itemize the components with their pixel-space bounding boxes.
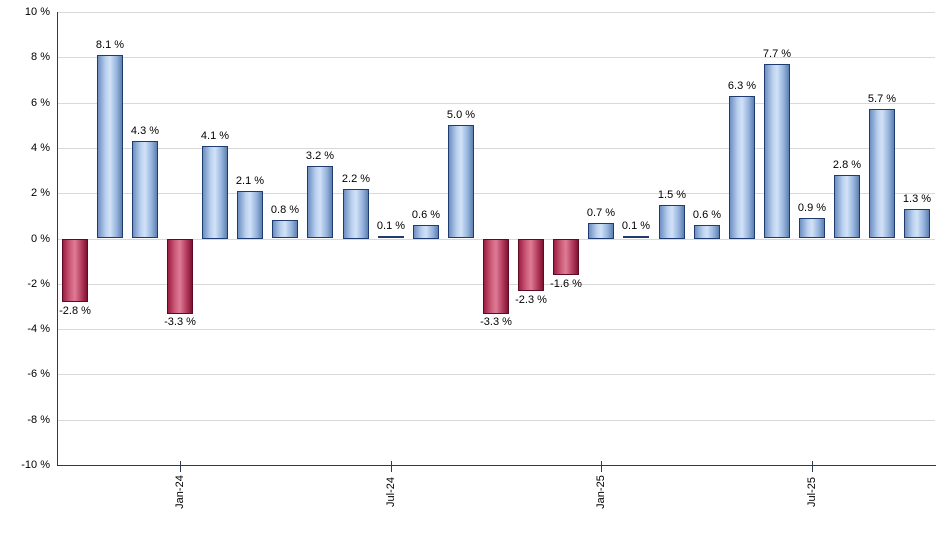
horizontal-gridline — [57, 148, 935, 149]
y-axis-tick-label: -2 % — [27, 278, 50, 290]
positive-return-bar — [694, 225, 720, 239]
bar-value-label: 2.2 % — [341, 173, 371, 185]
bar-value-label: 1.3 % — [902, 193, 932, 205]
y-axis-line — [57, 12, 58, 466]
x-axis-tick-label: Jul-24 — [385, 477, 397, 507]
positive-return-bar — [132, 141, 158, 238]
x-axis-tick — [391, 461, 392, 472]
positive-return-bar — [237, 191, 263, 239]
bar-value-label: 4.3 % — [130, 125, 160, 137]
bar-value-label: -3.3 % — [480, 316, 512, 328]
positive-return-bar — [659, 205, 685, 239]
bar-value-label: 2.8 % — [832, 159, 862, 171]
bar-value-label: 5.0 % — [446, 109, 476, 121]
y-axis-tick-label: 2 % — [31, 187, 50, 199]
horizontal-gridline — [57, 374, 935, 375]
positive-return-bar — [834, 175, 860, 238]
x-axis-tick-label: Jul-25 — [806, 477, 818, 507]
positive-return-bar — [378, 236, 404, 238]
bar-value-label: 7.7 % — [762, 48, 792, 60]
positive-return-bar — [904, 209, 930, 238]
bar-value-label: 3.2 % — [305, 150, 335, 162]
bar-value-label: 5.7 % — [867, 93, 897, 105]
bar-value-label: -3.3 % — [164, 316, 196, 328]
bar-value-label: 0.9 % — [797, 202, 827, 214]
negative-return-bar — [167, 239, 193, 314]
positive-return-bar — [588, 223, 614, 239]
positive-return-bar — [869, 109, 895, 238]
y-axis-tick-label: 6 % — [31, 97, 50, 109]
y-axis-tick-label: -4 % — [27, 323, 50, 335]
x-axis-tick-label: Jan-24 — [174, 475, 186, 509]
bar-value-label: 0.7 % — [586, 207, 616, 219]
y-axis-tick-label: 4 % — [31, 142, 50, 154]
positive-return-bar — [272, 220, 298, 238]
bar-value-label: 6.3 % — [727, 80, 757, 92]
y-axis-tick-label: 8 % — [31, 51, 50, 63]
negative-return-bar — [553, 239, 579, 275]
bar-value-label: -2.3 % — [515, 294, 547, 306]
bar-value-label: 0.8 % — [270, 204, 300, 216]
bar-value-label: 0.1 % — [376, 220, 406, 232]
x-axis-line — [57, 465, 936, 466]
x-axis-tick — [601, 461, 602, 472]
bar-value-label: -2.8 % — [59, 305, 91, 317]
positive-return-bar — [97, 55, 123, 238]
positive-return-bar — [799, 218, 825, 238]
bar-value-label: -1.6 % — [550, 278, 582, 290]
horizontal-gridline — [57, 420, 935, 421]
x-axis-tick — [812, 461, 813, 472]
horizontal-gridline — [57, 57, 935, 58]
bar-value-label: 8.1 % — [95, 39, 125, 51]
positive-return-bar — [202, 146, 228, 239]
positive-return-bar — [343, 189, 369, 239]
positive-return-bar — [448, 125, 474, 238]
positive-return-bar — [623, 236, 649, 238]
positive-return-bar — [307, 166, 333, 238]
y-axis-tick-label: -6 % — [27, 368, 50, 380]
horizontal-gridline — [57, 12, 935, 13]
bar-value-label: 1.5 % — [657, 189, 687, 201]
positive-return-bar — [764, 64, 790, 238]
bar-value-label: 0.6 % — [411, 209, 441, 221]
x-axis-tick-label: Jan-25 — [595, 475, 607, 509]
y-axis-tick-label: -10 % — [21, 459, 50, 471]
bar-value-label: 0.1 % — [621, 220, 651, 232]
y-axis-tick-label: 0 % — [31, 233, 50, 245]
horizontal-gridline — [57, 329, 935, 330]
x-axis-tick — [180, 461, 181, 472]
bar-value-label: 4.1 % — [200, 130, 230, 142]
bar-value-label: 2.1 % — [235, 175, 265, 187]
positive-return-bar — [413, 225, 439, 239]
bar-value-label: 0.6 % — [692, 209, 722, 221]
negative-return-bar — [518, 239, 544, 291]
y-axis-tick-label: 10 % — [24, 6, 50, 18]
y-axis-tick-label: -8 % — [27, 414, 50, 426]
horizontal-gridline — [57, 103, 935, 104]
negative-return-bar — [483, 239, 509, 314]
positive-return-bar — [729, 96, 755, 239]
negative-return-bar — [62, 239, 88, 302]
horizontal-gridline — [57, 193, 935, 194]
